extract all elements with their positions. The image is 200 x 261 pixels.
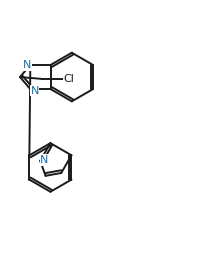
Text: N: N (23, 60, 31, 70)
Text: N: N (30, 86, 39, 96)
Text: N: N (40, 155, 49, 165)
Text: Cl: Cl (63, 74, 74, 84)
